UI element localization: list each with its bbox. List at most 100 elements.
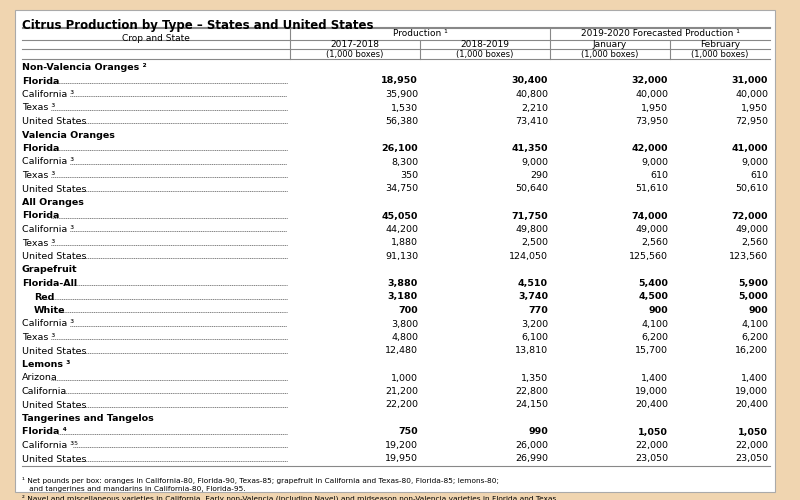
Text: 40,800: 40,800 <box>515 90 548 99</box>
Text: 4,100: 4,100 <box>641 320 668 328</box>
Text: Florida: Florida <box>22 76 59 86</box>
Text: 700: 700 <box>398 306 418 315</box>
Text: United States: United States <box>22 346 86 356</box>
Text: 1,050: 1,050 <box>738 428 768 436</box>
Text: 20,400: 20,400 <box>735 400 768 409</box>
Text: 2019-2020 Forecasted Production ¹: 2019-2020 Forecasted Production ¹ <box>581 30 739 38</box>
Text: 34,750: 34,750 <box>385 184 418 194</box>
Text: 2,560: 2,560 <box>641 238 668 248</box>
Text: Florida: Florida <box>22 212 59 220</box>
Text: 12,480: 12,480 <box>385 346 418 356</box>
Text: Florida: Florida <box>22 144 59 153</box>
Text: 610: 610 <box>750 171 768 180</box>
Text: 71,750: 71,750 <box>511 212 548 220</box>
Text: 123,560: 123,560 <box>729 252 768 261</box>
Text: 6,200: 6,200 <box>641 333 668 342</box>
Text: California ³: California ³ <box>22 158 74 166</box>
Text: Tangerines and Tangelos: Tangerines and Tangelos <box>22 414 154 423</box>
Text: January: January <box>593 40 627 49</box>
Text: California ³: California ³ <box>22 90 74 99</box>
Text: 3,740: 3,740 <box>518 292 548 302</box>
Text: 22,000: 22,000 <box>735 441 768 450</box>
Text: 5,900: 5,900 <box>738 279 768 288</box>
Text: 73,410: 73,410 <box>515 117 548 126</box>
Text: United States: United States <box>22 454 86 464</box>
Text: Texas ³: Texas ³ <box>22 333 55 342</box>
Text: 31,000: 31,000 <box>732 76 768 86</box>
Text: 40,000: 40,000 <box>735 90 768 99</box>
Text: 610: 610 <box>650 171 668 180</box>
Text: 42,000: 42,000 <box>631 144 668 153</box>
Text: Florida-All: Florida-All <box>22 279 77 288</box>
Text: 91,130: 91,130 <box>385 252 418 261</box>
Text: 1,350: 1,350 <box>521 374 548 382</box>
Text: 49,000: 49,000 <box>635 225 668 234</box>
Text: Arizona: Arizona <box>22 374 58 382</box>
Text: Red: Red <box>34 292 54 302</box>
Text: 4,500: 4,500 <box>638 292 668 302</box>
Text: California ³⁵: California ³⁵ <box>22 441 78 450</box>
Text: California: California <box>22 387 67 396</box>
Text: All Oranges: All Oranges <box>22 198 84 207</box>
Text: 22,200: 22,200 <box>385 400 418 409</box>
Text: 41,000: 41,000 <box>731 144 768 153</box>
Text: 770: 770 <box>528 306 548 315</box>
Text: 49,000: 49,000 <box>735 225 768 234</box>
Text: 1,000: 1,000 <box>391 374 418 382</box>
Text: 1,950: 1,950 <box>641 104 668 112</box>
Text: 290: 290 <box>530 171 548 180</box>
Text: 22,800: 22,800 <box>515 387 548 396</box>
Text: Texas ³: Texas ³ <box>22 171 55 180</box>
Text: 8,300: 8,300 <box>391 158 418 166</box>
Text: February: February <box>700 40 740 49</box>
Text: 40,000: 40,000 <box>635 90 668 99</box>
Text: 20,400: 20,400 <box>635 400 668 409</box>
Text: (1,000 boxes): (1,000 boxes) <box>582 50 638 58</box>
Text: 26,000: 26,000 <box>515 441 548 450</box>
Text: 1,400: 1,400 <box>741 374 768 382</box>
Text: California ³: California ³ <box>22 320 74 328</box>
Text: 1,950: 1,950 <box>741 104 768 112</box>
Text: 19,000: 19,000 <box>735 387 768 396</box>
Text: 1,880: 1,880 <box>391 238 418 248</box>
Text: Valencia Oranges: Valencia Oranges <box>22 130 115 140</box>
Text: Production ¹: Production ¹ <box>393 30 447 38</box>
Text: 26,990: 26,990 <box>515 454 548 464</box>
Text: United States: United States <box>22 252 86 261</box>
Text: 6,100: 6,100 <box>521 333 548 342</box>
Text: 50,610: 50,610 <box>735 184 768 194</box>
Text: United States: United States <box>22 117 86 126</box>
Text: Grapefruit: Grapefruit <box>22 266 78 274</box>
Text: 124,050: 124,050 <box>509 252 548 261</box>
Text: Crop and State: Crop and State <box>122 34 190 43</box>
Text: 4,800: 4,800 <box>391 333 418 342</box>
Text: 3,880: 3,880 <box>388 279 418 288</box>
Text: 990: 990 <box>528 428 548 436</box>
Text: 3,800: 3,800 <box>391 320 418 328</box>
Text: 9,000: 9,000 <box>521 158 548 166</box>
Text: Lemons ³: Lemons ³ <box>22 360 70 369</box>
Text: 18,950: 18,950 <box>382 76 418 86</box>
Text: ¹ Net pounds per box: oranges in California-80, Florida-90, Texas-85; grapefruit: ¹ Net pounds per box: oranges in Califor… <box>22 478 499 484</box>
Text: 56,380: 56,380 <box>385 117 418 126</box>
Text: 49,800: 49,800 <box>515 225 548 234</box>
Text: United States: United States <box>22 400 86 409</box>
Text: 24,150: 24,150 <box>515 400 548 409</box>
Text: 1,400: 1,400 <box>641 374 668 382</box>
Text: 9,000: 9,000 <box>741 158 768 166</box>
Text: 1,050: 1,050 <box>638 428 668 436</box>
Text: 26,100: 26,100 <box>382 144 418 153</box>
Text: Texas ³: Texas ³ <box>22 238 55 248</box>
Text: 900: 900 <box>648 306 668 315</box>
Text: Citrus Production by Type – States and United States: Citrus Production by Type – States and U… <box>22 19 374 32</box>
Text: 9,000: 9,000 <box>641 158 668 166</box>
Text: 51,610: 51,610 <box>635 184 668 194</box>
Text: 23,050: 23,050 <box>735 454 768 464</box>
Text: 3,180: 3,180 <box>388 292 418 302</box>
Text: Non-Valencia Oranges ²: Non-Valencia Oranges ² <box>22 63 146 72</box>
Text: Texas ³: Texas ³ <box>22 104 55 112</box>
Text: ² Navel and miscellaneous varieties in California. Early non-Valencia (including: ² Navel and miscellaneous varieties in C… <box>22 494 558 500</box>
Text: 72,950: 72,950 <box>735 117 768 126</box>
Text: 19,000: 19,000 <box>635 387 668 396</box>
Text: (1,000 boxes): (1,000 boxes) <box>691 50 749 58</box>
